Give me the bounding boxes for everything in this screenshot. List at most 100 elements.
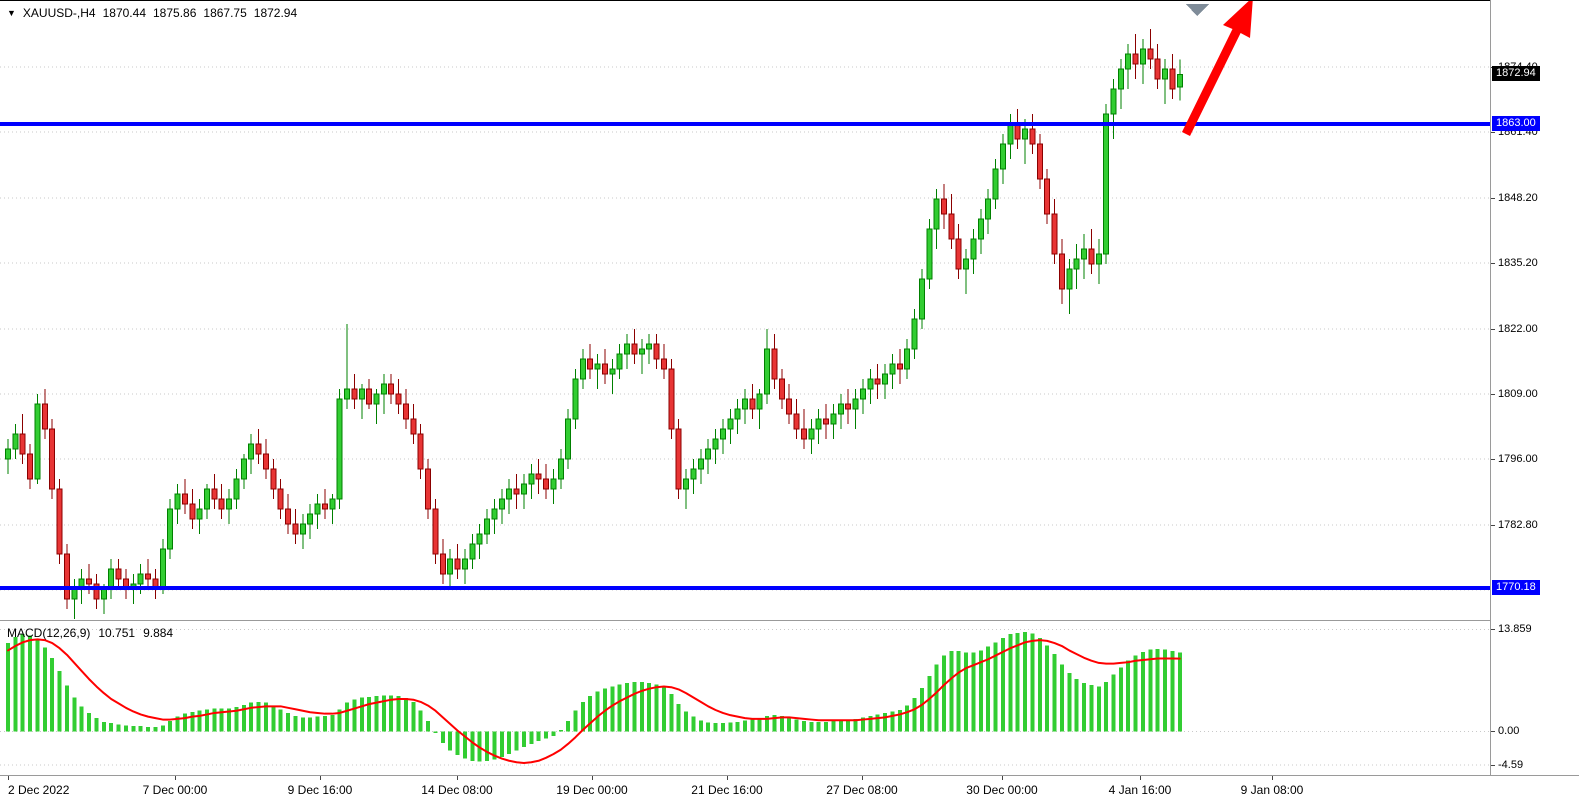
macd-histogram-bar: [499, 731, 504, 758]
candle-body: [56, 488, 63, 555]
candle-body: [904, 348, 911, 370]
macd-histogram-bar: [1030, 633, 1035, 732]
current-price-marker: 1872.94: [1492, 66, 1540, 82]
macd-histogram-bar: [919, 687, 924, 732]
candle-body: [321, 503, 328, 510]
chart-top-border: [0, 0, 1579, 1]
candle-body: [830, 413, 837, 425]
price-tick: [1491, 394, 1495, 395]
macd-histogram-bar: [153, 726, 158, 732]
macd-histogram-bar: [219, 708, 224, 732]
macd-histogram-bar: [1059, 664, 1064, 732]
time-tick: [1140, 776, 1141, 780]
candle-body: [867, 378, 874, 390]
candle-body: [1162, 68, 1169, 80]
time-label: 2 Dec 2022: [8, 783, 70, 797]
candle-body: [506, 488, 513, 500]
macd-histogram-bar: [1133, 655, 1138, 732]
pane-separator[interactable]: [0, 620, 1579, 621]
macd-signal-value: 9.884: [143, 626, 174, 640]
candle-body: [277, 488, 284, 510]
candle-body: [697, 458, 704, 470]
price-gridline-label: 1822.00: [1498, 323, 1538, 335]
candle-body: [734, 408, 741, 420]
macd-histogram-bar: [1008, 634, 1013, 732]
candle-body: [911, 318, 918, 350]
candle-body: [285, 508, 292, 525]
time-label: 21 Dec 16:00: [691, 783, 763, 797]
price-axis-separator: [1490, 0, 1491, 775]
macd-histogram-bar: [743, 720, 747, 732]
candle-body: [660, 358, 667, 370]
macd-histogram-bar: [860, 717, 865, 732]
candle-body: [572, 378, 579, 420]
candle-body: [137, 573, 144, 585]
candle-body: [690, 468, 697, 480]
candle-body: [1095, 253, 1102, 265]
candle-body: [955, 238, 962, 270]
macd-histogram-bar: [912, 698, 917, 732]
macd-name-label: MACD(12,26,9): [7, 626, 91, 640]
candle-body: [174, 493, 181, 510]
candle-body: [727, 418, 734, 430]
macd-histogram-bar: [389, 695, 394, 732]
macd-histogram-bar: [787, 717, 792, 732]
macd-histogram-bar: [831, 721, 836, 732]
time-axis-separator: [0, 775, 1579, 776]
macd-histogram-bar: [1118, 667, 1123, 732]
candle-body: [1169, 68, 1176, 90]
macd-histogram-bar: [779, 715, 784, 732]
macd-histogram-bar: [1023, 632, 1028, 732]
candle-body: [1125, 53, 1132, 70]
candle-body: [683, 478, 690, 490]
candle-body: [5, 448, 11, 460]
price-tick: [1491, 198, 1495, 199]
macd-histogram-bar: [838, 720, 843, 732]
macd-histogram-bar: [698, 720, 703, 732]
time-tick: [592, 776, 593, 780]
candle-body: [292, 523, 299, 535]
candle-body: [638, 348, 645, 355]
macd-histogram-bar: [529, 731, 534, 744]
trend-arrow[interactable]: [1182, 1, 1253, 136]
price-chart-canvas[interactable]: [0, 1, 1490, 620]
macd-histogram-bar: [381, 695, 386, 732]
macd-histogram-bar: [993, 642, 998, 732]
macd-histogram-bar: [204, 709, 209, 732]
macd-histogram-bar: [713, 723, 718, 732]
candle-body: [1132, 53, 1139, 65]
candle-body: [852, 398, 859, 410]
macd-histogram-bar: [492, 731, 497, 760]
candle-body: [756, 393, 763, 410]
macd-histogram-bar: [1111, 674, 1116, 732]
candle-body: [402, 403, 409, 420]
macd-histogram-bar: [625, 682, 630, 732]
macd-histogram-bar: [485, 731, 490, 761]
macd-histogram-bar: [101, 721, 106, 732]
macd-histogram-bar: [146, 726, 151, 732]
candle-body: [19, 433, 26, 455]
macd-histogram-bar: [315, 716, 320, 732]
candle-body: [469, 543, 476, 560]
price-gridline-label: 1796.00: [1498, 453, 1538, 465]
macd-histogram-bar: [890, 711, 895, 732]
time-label: 14 Dec 08:00: [421, 783, 493, 797]
support-line[interactable]: [0, 586, 1490, 591]
macd-histogram-bar: [256, 701, 261, 732]
candle-body: [557, 458, 564, 480]
candle-body: [948, 213, 955, 240]
time-label: 27 Dec 08:00: [826, 783, 898, 797]
candle-body: [793, 413, 800, 430]
macd-tick: [1491, 731, 1495, 733]
macd-histogram-bar: [87, 712, 92, 732]
macd-indicator-canvas[interactable]: [0, 621, 1490, 774]
gray-marker-icon[interactable]: [1186, 4, 1209, 16]
price-gridline-label: 1782.80: [1498, 519, 1538, 531]
candle-body: [985, 198, 992, 220]
resistance-line[interactable]: [0, 122, 1490, 126]
macd-histogram-bar: [544, 731, 549, 739]
candle-body: [373, 393, 380, 405]
price-axis[interactable]: 1874.401861.401848.201835.201822.001809.…: [1491, 0, 1579, 775]
macd-histogram-bar: [50, 657, 55, 732]
time-axis[interactable]: 2 Dec 2022 7 Dec 00:00 9 Dec 16:00 14 Dec 0…: [0, 776, 1579, 803]
